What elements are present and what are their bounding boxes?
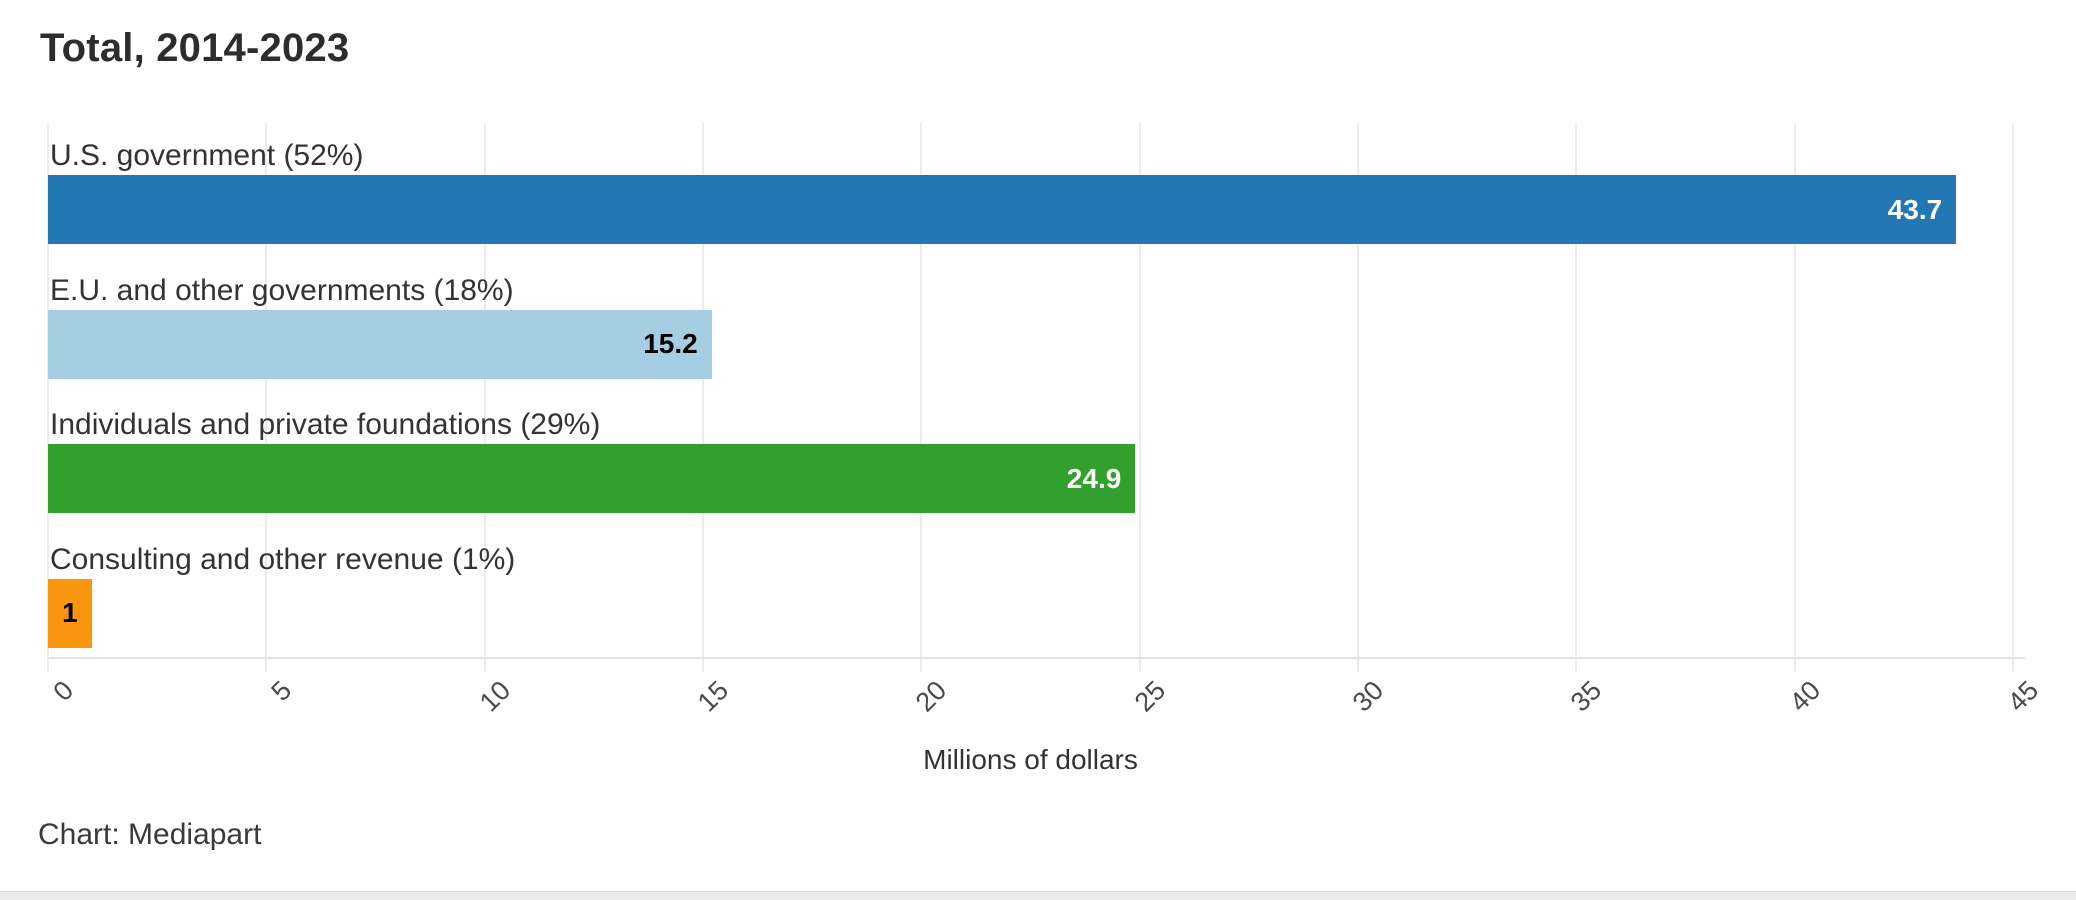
bar: 43.7	[48, 175, 1957, 244]
x-tick-label: 40	[1783, 675, 1826, 718]
x-axis-title: Millions of dollars	[923, 744, 1138, 775]
plot-area: U.S. government (52%) 43.7 E.U. and other …	[47, 123, 2044, 717]
x-tick-label: 35	[1565, 675, 1608, 718]
x-tick-label: 5	[265, 675, 298, 707]
bar-value-label: 15.2	[643, 328, 698, 360]
bar: 1	[48, 578, 92, 648]
gridline-45	[2012, 123, 2014, 672]
gridline-15	[702, 123, 704, 672]
gridline-10	[483, 123, 486, 672]
chart-source: Chart: Mediapart	[38, 818, 262, 851]
x-tick-label: 30	[1346, 675, 1390, 718]
chart-title: Total, 2014-2023	[40, 26, 350, 70]
page-bottom-strip	[0, 891, 2076, 900]
bar-value-label: 43.7	[1887, 193, 1943, 225]
bar-value-label: 24.9	[1066, 462, 1122, 494]
x-tick-label: 0	[47, 675, 80, 707]
category-label: Consulting and other revenue (1%)	[50, 542, 516, 576]
x-tick-label: 15	[691, 675, 735, 718]
gridline-30	[1357, 123, 1359, 672]
category-label: U.S. government (52%)	[50, 139, 364, 172]
gridline-20	[920, 123, 923, 672]
x-tick-label: 25	[1128, 675, 1171, 718]
x-tick-label: 10	[473, 675, 516, 718]
bar: 15.2	[48, 309, 712, 379]
gridline-0	[47, 123, 49, 672]
x-tick-label: 45	[2001, 675, 2045, 718]
gridline-25	[1138, 123, 1141, 672]
category-label: Individuals and private foundations (29%…	[50, 408, 601, 442]
gridline-35	[1575, 123, 1578, 672]
gridline-5	[265, 123, 268, 672]
bar-value-label: 1	[62, 597, 78, 629]
bar: 24.9	[48, 444, 1136, 514]
gridline-40	[1793, 123, 1796, 672]
x-axis-line	[48, 657, 2025, 659]
category-label: E.U. and other governments (18%)	[50, 273, 514, 307]
x-tick-label: 20	[910, 675, 953, 718]
